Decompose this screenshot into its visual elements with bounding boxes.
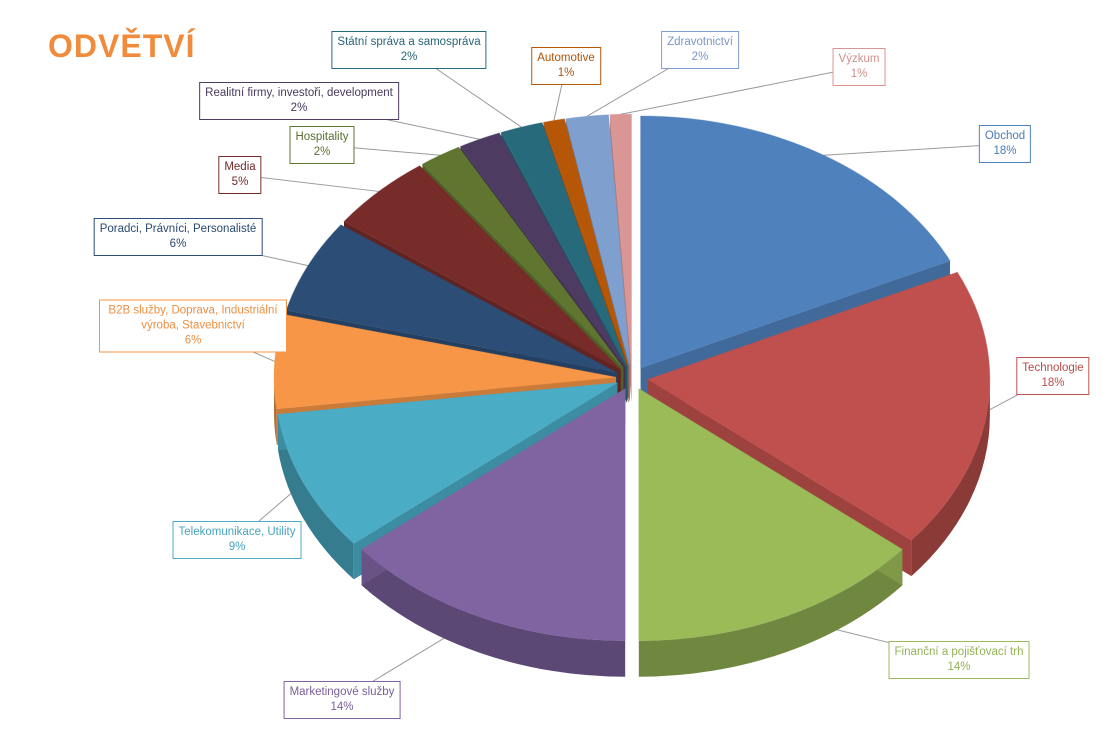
- slice-wall: [274, 377, 277, 445]
- pie-slice: [500, 122, 628, 367]
- data-label: Finanční a pojišťovací trh 14%: [888, 641, 1030, 679]
- data-label-name: Finanční a pojišťovací trh: [894, 646, 1024, 658]
- pie-slice: [360, 387, 626, 642]
- chart-title: ODVĚTVÍ: [48, 28, 196, 64]
- data-label-value: 2%: [400, 51, 418, 63]
- data-label-value: 18%: [1041, 377, 1065, 389]
- data-label-value: 1%: [850, 68, 868, 80]
- data-label-value: 6%: [169, 238, 187, 250]
- slice-wall: [911, 379, 990, 577]
- data-label-name: Realitní firmy, investoři, development: [205, 87, 393, 99]
- pie-slice: [542, 118, 629, 367]
- data-label-value: 14%: [330, 701, 354, 713]
- slice-wall: [638, 549, 903, 677]
- data-label-value: 2%: [313, 146, 331, 158]
- data-label: Realitní firmy, investoři, development 2%: [199, 82, 399, 120]
- pie-slice: [638, 387, 904, 642]
- pie-slice: [609, 113, 632, 367]
- data-label: Státní správa a samospráva 2%: [331, 31, 487, 69]
- data-label: Automotive 1%: [531, 47, 601, 85]
- data-label-name: Státní správa a samospráva: [337, 36, 481, 48]
- data-label-name: Telekomunikace, Utility: [178, 526, 296, 538]
- data-label-name: Zdravotnictví: [667, 36, 733, 48]
- data-label-value: 2%: [691, 51, 709, 63]
- leader-line: [620, 66, 860, 115]
- pie-slice: [646, 271, 991, 541]
- data-label-name: Výzkum: [838, 53, 880, 65]
- pie-slice: [640, 115, 951, 369]
- slice-wall: [361, 549, 626, 677]
- data-label: Výzkum 1%: [832, 48, 886, 86]
- data-label-value: 9%: [228, 541, 246, 553]
- leader-line: [239, 174, 379, 192]
- data-label-value: 2%: [290, 102, 308, 114]
- data-label-name: Poradci, Právníci, Personalisté: [99, 223, 257, 235]
- data-label: Poradci, Právníci, Personalisté 6%: [93, 218, 263, 256]
- pie-slice: [421, 146, 624, 369]
- data-label: Technologie 18%: [1016, 357, 1090, 395]
- data-label: B2B služby, Doprava, Industriální výroba…: [99, 299, 287, 353]
- data-label: Hospitality 2%: [289, 126, 355, 164]
- data-label-value: 5%: [231, 176, 249, 188]
- pie-slice: [277, 382, 618, 544]
- data-label: Obchod 18%: [978, 125, 1032, 163]
- data-label-name: Hospitality: [295, 131, 349, 143]
- data-label: Zdravotnictví 2%: [661, 31, 739, 69]
- data-label-name: Media: [224, 161, 256, 173]
- data-label-name: Obchod: [984, 130, 1026, 142]
- data-label-value: 14%: [947, 661, 971, 673]
- data-label-name: Automotive: [537, 52, 595, 64]
- data-label-value: 6%: [184, 334, 202, 347]
- pie-slice: [343, 165, 622, 371]
- pie-slice: [565, 114, 631, 367]
- data-label: Media 5%: [218, 156, 262, 194]
- pie-slice: [459, 132, 626, 368]
- data-label-name: B2B služby, Doprava, Industriální výroba…: [108, 304, 278, 332]
- data-label-name: Marketingové služby: [289, 686, 395, 698]
- data-label-name: Technologie: [1022, 362, 1084, 374]
- data-label-value: 1%: [557, 67, 575, 79]
- leader-line: [823, 143, 1006, 156]
- data-label-value: 18%: [993, 145, 1017, 157]
- slice-tops: [273, 113, 991, 642]
- slice-wall: [278, 414, 354, 580]
- data-label: Marketingové služby 14%: [283, 681, 401, 719]
- data-label: Telekomunikace, Utility 9%: [172, 521, 302, 559]
